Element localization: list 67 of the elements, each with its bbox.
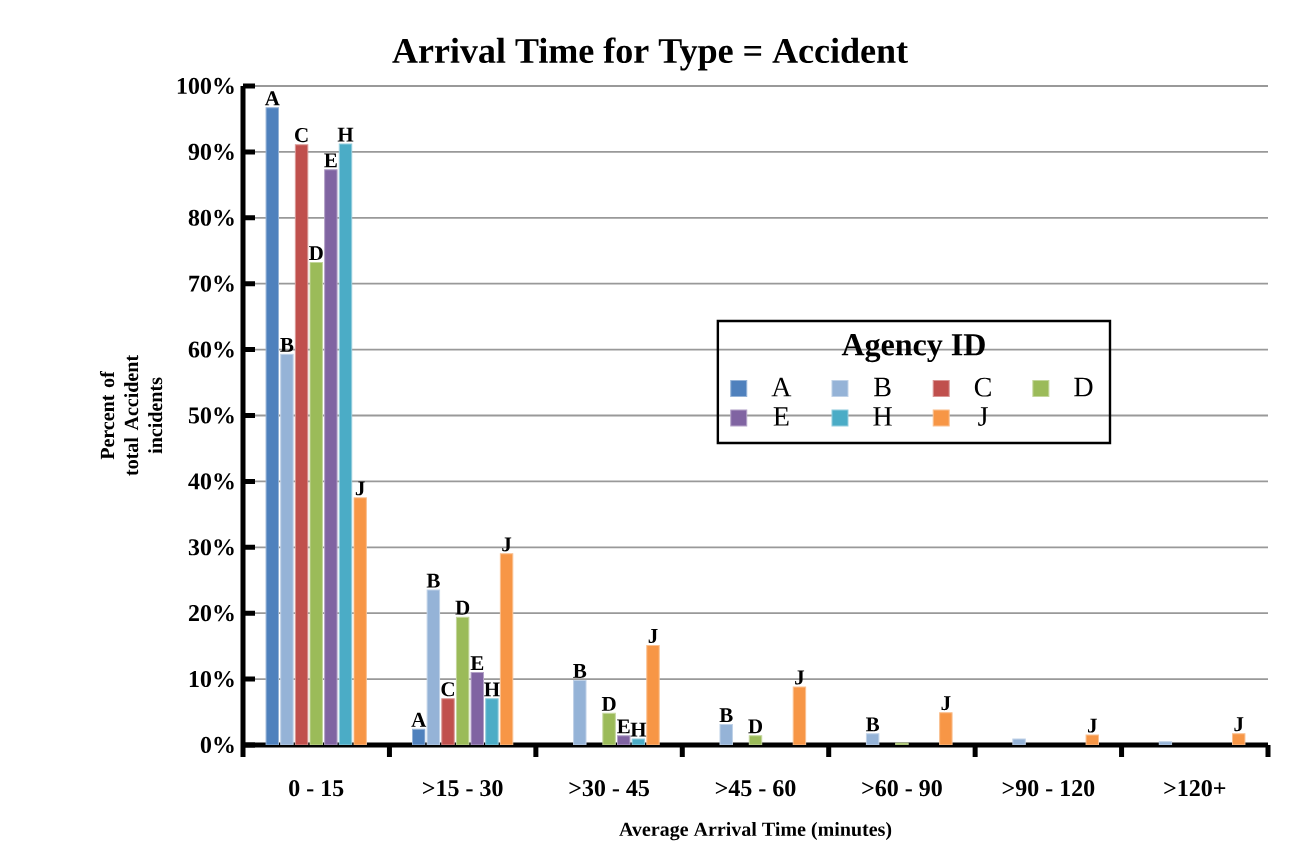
legend-label: A — [771, 377, 792, 397]
data-label: C — [295, 128, 308, 143]
legend-label: E — [773, 407, 789, 426]
y-tick-label: 50% — [188, 407, 234, 424]
y-tick-label: 40% — [188, 473, 234, 490]
data-label: D — [455, 600, 470, 615]
data-label: H — [337, 127, 354, 142]
legend-label: D — [1074, 377, 1093, 397]
bar — [441, 698, 455, 745]
data-label: D — [601, 697, 616, 711]
data-label: H — [484, 682, 500, 697]
bar — [309, 262, 323, 745]
y-tick-label: 0% — [200, 736, 234, 754]
legend-label: B — [874, 377, 891, 397]
y-tick-label: 70% — [189, 275, 234, 292]
data-label: B — [865, 717, 880, 732]
data-label: J — [648, 629, 658, 643]
legend-title: Agency ID — [841, 334, 985, 363]
data-label: E — [324, 153, 337, 168]
data-label: E — [470, 656, 484, 670]
chart-title: Arrival Time for Type = Accident — [392, 37, 908, 71]
x-tick-label: >45 - 60 — [715, 780, 796, 797]
bar — [719, 724, 733, 745]
data-label: A — [411, 712, 427, 727]
data-label: D — [309, 246, 323, 261]
y-tick-label: 30% — [188, 539, 234, 556]
data-label: E — [617, 719, 630, 734]
data-label: B — [573, 664, 587, 678]
legend-label: J — [978, 407, 988, 426]
bar — [646, 644, 660, 745]
bar — [455, 616, 470, 745]
x-tick-label: >30 - 45 — [569, 780, 649, 797]
bar — [1158, 741, 1173, 745]
y-tick-label: 90% — [188, 143, 234, 161]
y-tick-label: 20% — [188, 605, 234, 622]
x-tick-label: >120+ — [1164, 780, 1226, 797]
y-tick-label: 100% — [177, 77, 234, 95]
data-label: B — [280, 337, 294, 352]
y-tick-label: 80% — [188, 209, 234, 226]
bar — [865, 733, 880, 745]
data-label: B — [719, 708, 733, 723]
data-label: D — [748, 719, 763, 734]
bar — [1012, 738, 1026, 745]
data-label: J — [795, 670, 805, 685]
x-axis-title: Average Arrival Time (minutes) — [619, 821, 892, 841]
y-tick-label: 60% — [188, 341, 234, 358]
data-label: C — [441, 682, 454, 697]
data-label: J — [502, 537, 512, 552]
data-label: B — [426, 573, 440, 588]
bar — [573, 679, 587, 745]
x-tick-label: >60 - 90 — [862, 780, 942, 797]
data-label: A — [264, 91, 280, 106]
bar — [748, 735, 763, 745]
x-tick-label: 0 - 15 — [289, 780, 344, 797]
y-axis-title: Percent of total Accident incidents — [99, 355, 163, 476]
y-tick-label: 10% — [189, 670, 234, 688]
legend-label: C — [974, 377, 991, 397]
bar — [602, 712, 616, 745]
data-label: J — [355, 481, 365, 496]
data-label: J — [1234, 717, 1244, 732]
x-tick-label: >15 - 30 — [423, 780, 503, 797]
x-tick-label: >90 - 120 — [1002, 780, 1095, 797]
legend-label: H — [873, 407, 892, 426]
data-label: J — [1087, 718, 1097, 733]
data-label: J — [941, 696, 951, 711]
bar — [485, 698, 499, 745]
data-label: H — [630, 722, 647, 737]
